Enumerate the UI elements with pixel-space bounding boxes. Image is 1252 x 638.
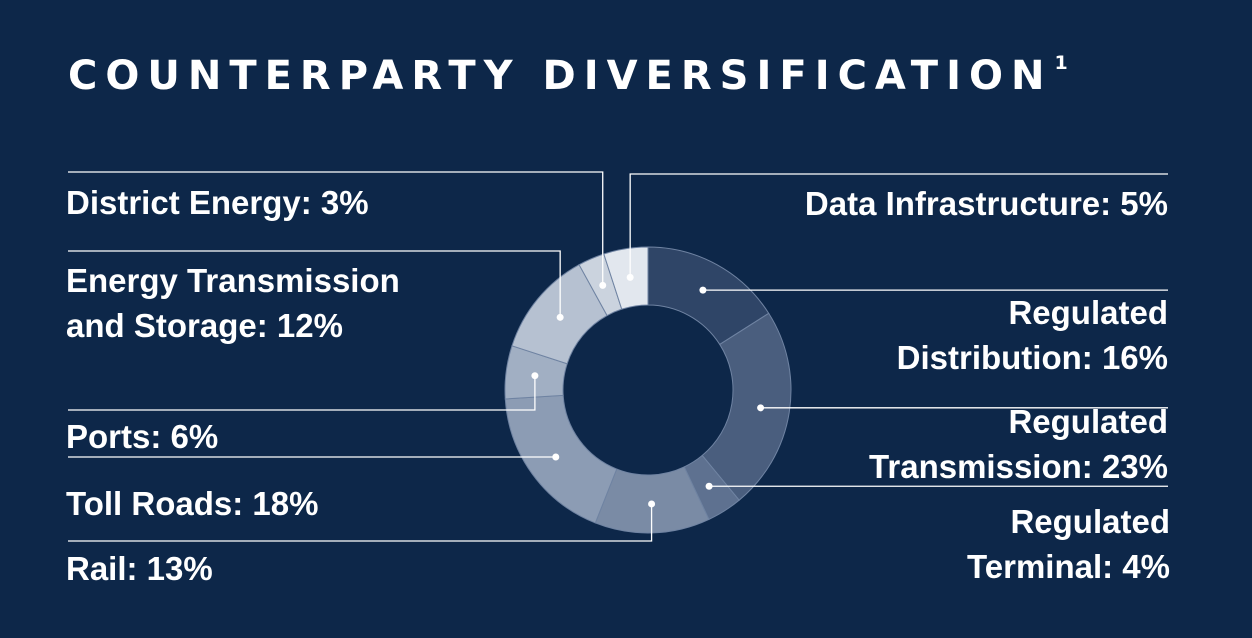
label-line: District Energy: 3% xyxy=(66,184,369,221)
label-line: Transmission: 23% xyxy=(869,448,1168,485)
chart-title-text: COUNTERPARTY DIVERSIFICATION xyxy=(68,53,1053,99)
leader-dot-ports xyxy=(531,372,539,380)
label-line: Regulated xyxy=(1010,503,1170,540)
leader-line-data-infrastructure xyxy=(629,173,1168,278)
label-line: Data Infrastructure: 5% xyxy=(804,185,1168,222)
label-line: Toll Roads: 18% xyxy=(66,485,319,522)
label-regulated-transmission: Regulated Transmission: 23% xyxy=(869,399,1168,489)
label-district-energy: District Energy: 3% xyxy=(66,180,369,225)
leader-dot-data-infrastructure xyxy=(626,273,634,281)
slice-data-infrastructure xyxy=(603,246,649,310)
label-line: Rail: 13% xyxy=(66,550,213,587)
leader-dot-energy-transmission-and-storage xyxy=(556,313,564,321)
label-line: Energy Transmission xyxy=(66,262,400,299)
leader-line-energy-transmission-and-storage xyxy=(68,250,561,318)
label-regulated-terminal: Regulated Terminal: 4% xyxy=(967,499,1170,589)
label-line: Ports: 6% xyxy=(66,418,219,455)
label-rail: Rail: 13% xyxy=(66,546,213,591)
chart-title: COUNTERPARTY DIVERSIFICATION 1 xyxy=(68,53,1068,99)
label-regulated-distribution: Regulated Distribution: 16% xyxy=(897,290,1168,380)
label-ports: Ports: 6% xyxy=(66,414,218,459)
label-data-infrastructure: Data Infrastructure: 5% xyxy=(805,181,1168,226)
leader-dot-regulated-distribution xyxy=(699,286,707,294)
leader-dot-rail xyxy=(648,500,656,508)
label-line: Regulated xyxy=(1008,403,1168,440)
label-line: Terminal: 4% xyxy=(967,548,1170,585)
label-energy-transmission-and-storage: Energy Transmission and Storage: 12% xyxy=(66,258,400,348)
leader-dot-toll-roads xyxy=(552,453,560,461)
leader-dot-district-energy xyxy=(599,281,607,289)
slice-toll-roads xyxy=(504,394,618,524)
label-line: Distribution: 16% xyxy=(896,339,1168,376)
label-line: and Storage: 12% xyxy=(66,307,343,344)
leader-line-district-energy xyxy=(68,171,604,286)
leader-line-rail xyxy=(68,503,653,542)
leader-dot-regulated-transmission xyxy=(757,404,765,412)
slice-regulated-transmission xyxy=(701,312,792,501)
leader-dot-regulated-terminal xyxy=(705,482,713,490)
title-footnote-marker: 1 xyxy=(1054,52,1068,74)
label-line: Regulated xyxy=(1008,294,1168,331)
label-toll-roads: Toll Roads: 18% xyxy=(66,481,318,526)
leader-line-ports xyxy=(68,375,536,411)
